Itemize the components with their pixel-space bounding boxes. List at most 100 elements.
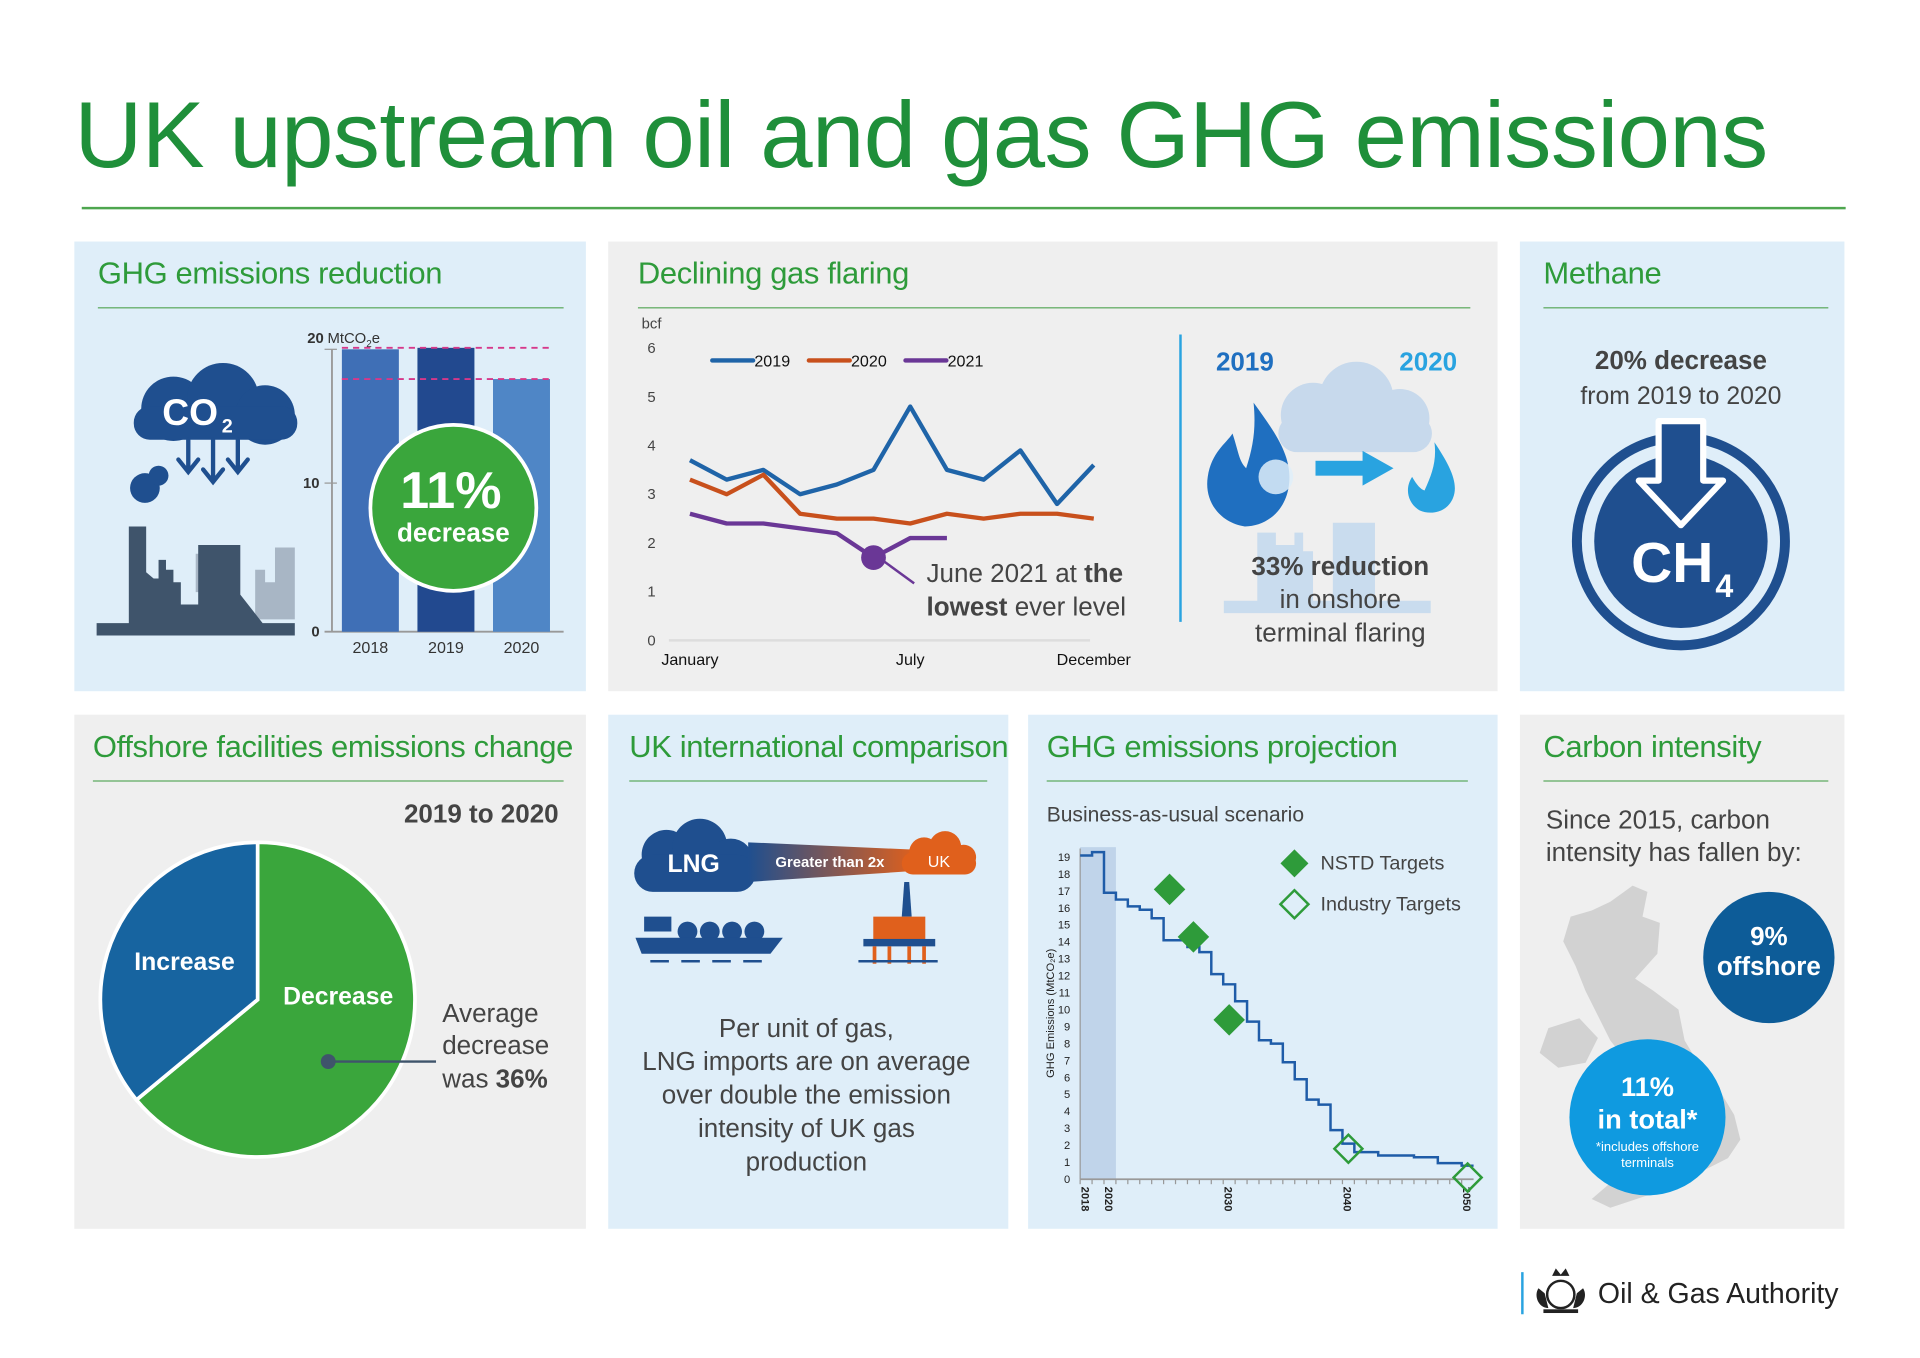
historical-shading <box>1080 847 1116 1180</box>
y-tick-label: 3 <box>647 487 655 503</box>
terminal-silhouette-icon <box>1223 522 1431 614</box>
offshore-label: offshore <box>1717 951 1821 981</box>
panel-heading: GHG emissions projection <box>1046 729 1398 765</box>
comparison-line: intensity of UK gas <box>697 1114 915 1144</box>
y-tick-label: 0 <box>647 633 655 649</box>
y-tick-label: 6 <box>1064 1072 1070 1084</box>
y-tick-label: 2 <box>647 536 655 552</box>
heading-rule <box>629 780 988 782</box>
co2-label: CO <box>162 391 218 433</box>
offshore-intensity-badge: 9% offshore <box>1703 891 1835 1024</box>
panel-international-comparison: UK international comparison <box>608 714 1009 1229</box>
industry-target-marker <box>1332 1132 1365 1165</box>
pie-label-decrease: Decrease <box>283 984 393 1011</box>
offshore-change-pie-chart: Decrease Increase <box>98 840 417 1159</box>
y-tick-label: 1 <box>647 585 655 601</box>
year-label-2019: 2019 <box>1216 346 1274 376</box>
small-flame-icon <box>1407 442 1455 513</box>
y-tick-label: 7 <box>1064 1055 1070 1067</box>
annotation-line-1: June 2021 at the <box>927 558 1124 588</box>
title-divider <box>81 206 1846 210</box>
badge-value: 11% <box>400 462 501 520</box>
cloud-icon <box>1278 361 1432 453</box>
y-tick-label: 18 <box>1058 869 1070 881</box>
pie-note-2: decrease <box>442 1030 549 1060</box>
x-tick-label: 2018 <box>352 639 388 657</box>
nstd-target-marker <box>1153 873 1186 906</box>
industry-legend-marker <box>1278 888 1311 921</box>
y-tick-label: 2 <box>1064 1140 1070 1152</box>
methane-stat: 20% decrease <box>1595 345 1767 375</box>
y-tick-label: 16 <box>1058 903 1070 915</box>
intensity-intro-1: Since 2015, carbon <box>1546 805 1770 835</box>
pie-period: 2019 to 2020 <box>404 798 559 828</box>
gas-flaring-line-chart: bcf 0 1 2 3 4 5 6 January July December 2019 2020 2… <box>642 316 1132 669</box>
x-tick-label: December <box>1057 651 1132 669</box>
legend-label-2019: 2019 <box>754 353 790 371</box>
offshore-value: 9% <box>1750 921 1788 951</box>
y-tick-label: 15 <box>1058 920 1070 932</box>
page-title: UK upstream oil and gas GHG emissions <box>74 82 1768 189</box>
x-tick-label: 2030 <box>1221 1187 1233 1212</box>
y-tick-label: 14 <box>1058 937 1070 949</box>
y-tick-label: 3 <box>1064 1123 1070 1135</box>
x-tick-label: 2020 <box>504 639 540 657</box>
methane-period: from 2019 to 2020 <box>1580 383 1781 410</box>
legend-label-2021: 2021 <box>948 353 984 371</box>
pie-slice-decrease <box>133 840 417 1159</box>
y-tick-label: 0 <box>1064 1174 1070 1186</box>
panel-heading: Methane <box>1543 256 1662 292</box>
pie-note-3: was 36% <box>441 1064 548 1094</box>
reduction-line-2: in onshore <box>1280 584 1401 614</box>
right-arrow-icon <box>1315 450 1394 486</box>
co2-cloud-icon: CO 2 <box>133 362 298 445</box>
y-tick-label: 5 <box>647 390 655 406</box>
y-tick-label: 10 <box>303 476 320 492</box>
x-tick-label: 2020 <box>1102 1187 1114 1212</box>
industry-legend-label: Industry Targets <box>1320 893 1461 915</box>
large-flame-icon <box>1207 402 1294 527</box>
decrease-badge: 11% decrease <box>368 423 539 593</box>
annotation-leader-line <box>881 558 915 585</box>
ch4-icon: CH 4 <box>1571 418 1790 651</box>
series-line-2021 <box>689 511 947 560</box>
total-intensity-badge: 11% in total* *includes offshore termina… <box>1569 1039 1726 1196</box>
royal-crest-icon <box>1536 1268 1586 1314</box>
comparison-text: Per unit of gas, LNG imports are on aver… <box>608 1012 1004 1179</box>
lng-tanker-icon <box>635 916 783 963</box>
y-tick-label: 4 <box>1064 1106 1070 1118</box>
y-tick-label: 8 <box>1064 1038 1070 1050</box>
smoke-bubble-icon <box>130 465 169 503</box>
year-label-2020: 2020 <box>1399 346 1457 376</box>
emissions-bar-chart: 2018 2019 2020 20 MtCO2e 10 0 11% decrease <box>303 331 564 657</box>
y-tick-label: 13 <box>1058 954 1070 966</box>
badge-label: decrease <box>397 517 510 547</box>
footnote-2: terminals <box>1621 1155 1674 1170</box>
x-tick-label: January <box>661 651 719 669</box>
comparison-line: production <box>745 1148 868 1177</box>
y-tick-label: 9 <box>1064 1021 1070 1033</box>
oil-rig-icon <box>858 881 938 964</box>
x-tick-label: 2019 <box>428 639 464 657</box>
pie-leader-dot <box>320 1054 336 1069</box>
projection-step-line <box>1080 850 1474 1167</box>
comparison-label: Greater than 2x <box>775 855 885 871</box>
series-line-2020 <box>689 472 1095 526</box>
intensity-intro-2: intensity has fallen by: <box>1546 837 1802 867</box>
y-tick-label: 4 <box>647 438 655 454</box>
ch4-label: CH <box>1631 531 1713 595</box>
heading-rule <box>1543 307 1829 309</box>
series-line-2019 <box>688 404 1096 507</box>
total-label: in total* <box>1598 1103 1698 1134</box>
x-tick-label: 2018 <box>1078 1187 1090 1212</box>
industry-target-marker <box>1451 1161 1484 1194</box>
comparison-line: Per unit of gas, <box>718 1014 894 1043</box>
heading-rule <box>92 780 564 782</box>
heading-rule <box>97 307 564 309</box>
ch4-subscript: 4 <box>1715 568 1733 604</box>
y-axis-label: GHG Emissions (MtCO₂e) <box>1045 948 1057 1077</box>
y-tick-label: 17 <box>1058 886 1070 898</box>
